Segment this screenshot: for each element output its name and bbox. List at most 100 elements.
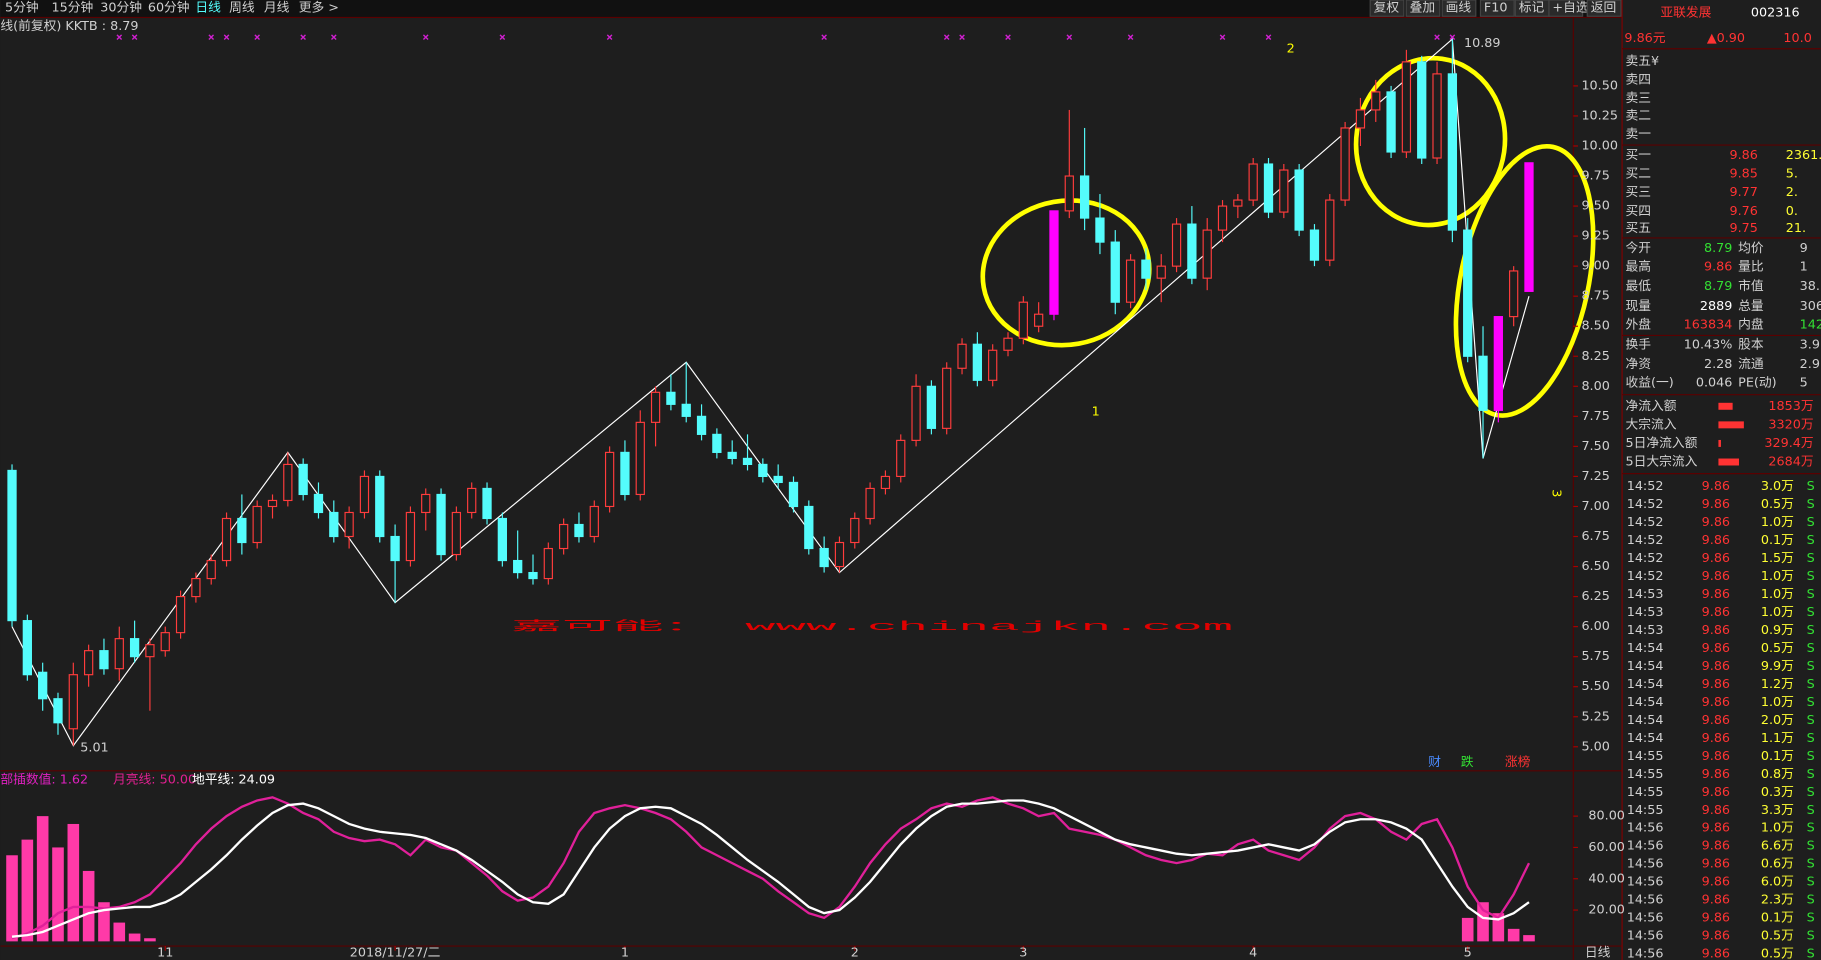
trade-volume: 1.0万 xyxy=(1761,587,1794,602)
badge[interactable]: 跌 xyxy=(1461,754,1474,770)
candle-body xyxy=(267,499,278,508)
signal-marker xyxy=(606,34,613,40)
candle-body xyxy=(1309,229,1320,261)
trade-volume: 0.8万 xyxy=(1761,767,1794,782)
trade-price: 9.86 xyxy=(1702,911,1730,926)
candle-body xyxy=(1340,127,1350,201)
stat-label: 股本 xyxy=(1738,337,1764,352)
period-tab[interactable]: 更多 > xyxy=(299,1,339,16)
trade-side: S xyxy=(1807,623,1815,638)
tool-button[interactable]: 标记 xyxy=(1519,1,1545,16)
candle-body xyxy=(589,505,599,538)
tool-button[interactable]: 返回 xyxy=(1591,1,1617,16)
signal-marker xyxy=(1005,34,1011,40)
y-tick-label: 9.50 xyxy=(1581,199,1609,214)
badge[interactable]: 财 xyxy=(1428,755,1441,770)
stat-value: 0.046 xyxy=(1696,376,1733,391)
tool-button[interactable]: 画线 xyxy=(1446,1,1472,16)
indicator-bar xyxy=(52,847,64,942)
candle-body xyxy=(206,559,216,580)
flow-value: 2684万 xyxy=(1768,455,1813,470)
trade-price: 9.86 xyxy=(1702,659,1730,674)
trade-price: 9.86 xyxy=(1702,497,1730,512)
period-tab[interactable]: 周线 xyxy=(229,1,255,16)
trade-volume: 0.5万 xyxy=(1761,929,1794,944)
candle-body xyxy=(160,632,170,652)
period-tab[interactable]: 60分钟 xyxy=(148,0,190,16)
candle-body xyxy=(574,523,584,538)
y-tick-label: 40.00 xyxy=(1588,871,1625,886)
flow-bar xyxy=(1718,458,1739,466)
candle-body xyxy=(237,517,247,544)
tool-button[interactable]: 复权 xyxy=(1374,0,1400,16)
y-tick-label: 5.00 xyxy=(1581,739,1609,754)
period-tab[interactable]: 月线 xyxy=(264,1,290,16)
stat-value: 8.79 xyxy=(1704,241,1732,256)
high-label: 10.89 xyxy=(1464,36,1501,51)
tool-button[interactable]: 叠加 xyxy=(1410,1,1436,16)
trade-side: S xyxy=(1807,497,1815,512)
candle-body xyxy=(988,349,998,381)
trade-time: 14:56 xyxy=(1627,857,1664,872)
indicator-bar xyxy=(144,938,156,942)
trade-time: 14:52 xyxy=(1627,551,1664,566)
bid-volume: 2361. xyxy=(1786,148,1821,163)
tool-button[interactable]: F10 xyxy=(1484,1,1508,16)
trade-time: 14:52 xyxy=(1627,533,1664,548)
annotation-label: 2 xyxy=(1287,41,1295,56)
bid-label: 买五 xyxy=(1626,221,1652,236)
stat-label: 最高 xyxy=(1626,258,1651,274)
flow-bar xyxy=(1718,439,1721,447)
y-tick-label: 8.25 xyxy=(1581,349,1609,364)
candle-body xyxy=(451,511,462,556)
tool-button-bg xyxy=(1586,0,1622,17)
signal-marker xyxy=(1449,34,1456,40)
period-label: 日线 xyxy=(1585,946,1611,960)
indicator-line xyxy=(11,799,1530,938)
signal-marker xyxy=(330,34,337,40)
zigzag-line xyxy=(11,37,1530,747)
candle-body xyxy=(1493,316,1503,411)
stat-label: 今开 xyxy=(1626,240,1652,256)
x-tick-label: 4 xyxy=(1249,946,1257,960)
period-tab[interactable]: 30分钟 xyxy=(100,0,142,16)
candle-body xyxy=(1003,337,1013,351)
tool-button[interactable]: +自选 xyxy=(1552,1,1588,16)
candle-body xyxy=(129,638,140,658)
bid-volume: 5. xyxy=(1786,167,1798,182)
trade-volume: 9.9万 xyxy=(1761,659,1794,674)
badge[interactable]: 涨榜 xyxy=(1505,754,1531,770)
period-tab[interactable]: 日线 xyxy=(195,1,221,16)
candle-body xyxy=(1263,163,1274,213)
signal-marker xyxy=(208,34,215,40)
signal-marker xyxy=(116,34,123,40)
y-tick-label: 9.00 xyxy=(1581,259,1609,274)
candle-body xyxy=(819,547,829,568)
candle-body xyxy=(298,463,308,496)
candle-body xyxy=(1049,210,1059,315)
trade-time: 14:56 xyxy=(1627,947,1664,960)
period-tab[interactable]: 15分钟 xyxy=(51,0,93,16)
signal-marker xyxy=(300,34,306,40)
trade-side: S xyxy=(1807,695,1815,710)
stat-label: 最低 xyxy=(1626,279,1652,294)
trade-side: S xyxy=(1807,893,1815,908)
low-label: 5.01 xyxy=(80,740,108,755)
annotation-label: 3 xyxy=(1548,489,1563,497)
trade-side: S xyxy=(1807,659,1815,674)
candle-body xyxy=(604,451,615,508)
y-tick-label: 8.50 xyxy=(1581,319,1609,334)
indicator-line xyxy=(11,796,1531,940)
candle-body xyxy=(191,577,201,598)
trade-side: S xyxy=(1807,533,1815,548)
candle-body xyxy=(390,535,400,562)
trade-price: 9.86 xyxy=(1702,767,1730,782)
trade-price: 9.86 xyxy=(1702,587,1730,602)
period-tab[interactable]: 5分钟 xyxy=(5,0,39,16)
trade-volume: 0.1万 xyxy=(1761,749,1794,764)
candle-body xyxy=(911,385,921,441)
trade-time: 14:52 xyxy=(1627,569,1664,584)
trade-price: 9.86 xyxy=(1702,893,1730,908)
watermark: 嘉可能： www.chinajkn.com xyxy=(511,619,1233,634)
trade-time: 14:53 xyxy=(1627,623,1664,638)
